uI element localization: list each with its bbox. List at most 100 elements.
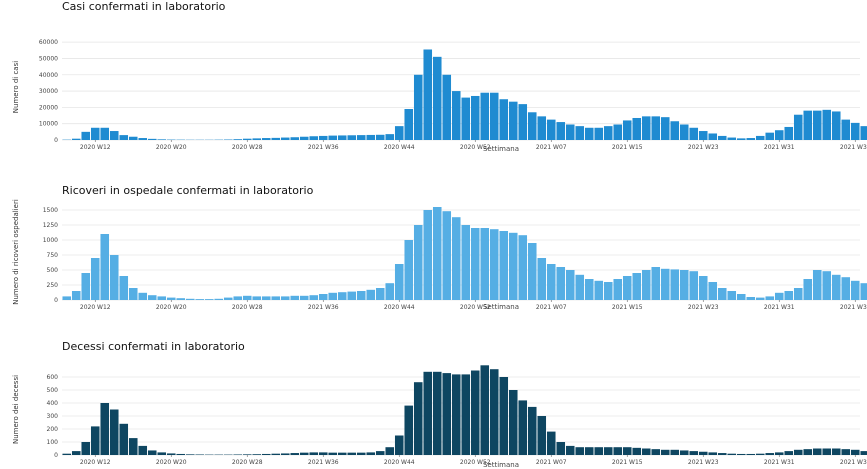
x-tick-label: 2020 W20 xyxy=(156,144,187,151)
bar xyxy=(138,292,148,300)
bar xyxy=(261,296,271,300)
bar xyxy=(252,138,262,140)
x-tick-label: 2021 W31 xyxy=(764,144,795,151)
bar xyxy=(860,283,867,300)
bar xyxy=(527,406,537,455)
y-tick-label: 750 xyxy=(47,252,59,259)
bar xyxy=(432,56,442,141)
x-tick-label: 2021 W34 xyxy=(840,304,867,311)
bar xyxy=(793,114,803,140)
bar xyxy=(328,292,338,300)
bar xyxy=(736,138,746,140)
bar xyxy=(166,453,176,455)
bar xyxy=(793,288,803,300)
bar xyxy=(280,137,290,140)
bar xyxy=(432,371,442,455)
bar xyxy=(698,131,708,140)
bar xyxy=(128,136,138,140)
y-tick-label: 600 xyxy=(47,374,59,381)
bar xyxy=(803,449,813,455)
bar xyxy=(138,138,148,140)
bar xyxy=(603,282,613,300)
bar xyxy=(432,207,442,300)
bar xyxy=(413,382,423,455)
bar xyxy=(527,243,537,300)
bar xyxy=(119,135,129,140)
bar xyxy=(62,296,72,300)
bar xyxy=(660,449,670,455)
x-axis-title: Settimana xyxy=(483,461,519,469)
bar xyxy=(784,291,794,300)
bar xyxy=(546,431,556,455)
bar xyxy=(195,299,205,300)
bar xyxy=(328,135,338,140)
bar xyxy=(736,453,746,455)
x-tick-label: 2021 W15 xyxy=(612,304,643,311)
panel-title: Casi confermati in laboratorio xyxy=(62,0,226,13)
bar xyxy=(746,297,756,300)
x-tick-label: 2021 W34 xyxy=(840,144,867,151)
bar xyxy=(689,127,699,140)
bar xyxy=(689,451,699,455)
x-tick-label: 2020 W44 xyxy=(384,144,415,151)
bar xyxy=(556,267,566,300)
bar xyxy=(670,269,680,300)
bar xyxy=(394,435,404,455)
bar xyxy=(176,453,186,455)
bar xyxy=(461,225,471,300)
bar xyxy=(793,449,803,455)
bar xyxy=(119,423,129,455)
bar xyxy=(622,120,632,140)
bar xyxy=(62,453,72,455)
bar xyxy=(746,138,756,140)
y-tick-label: 1500 xyxy=(43,207,58,214)
x-tick-label: 2021 W34 xyxy=(840,459,867,466)
bar xyxy=(755,135,765,140)
y-tick-label: 400 xyxy=(47,400,59,407)
bar xyxy=(755,453,765,455)
bar xyxy=(81,131,91,140)
chart-hospitalizations: 0 250 500 750 1000 1250 1500 2020 W12 2020 W20 20… xyxy=(12,199,867,311)
bar xyxy=(651,116,661,140)
bar xyxy=(394,126,404,140)
bar xyxy=(822,448,832,455)
bar xyxy=(822,271,832,300)
bar xyxy=(518,104,528,140)
bar xyxy=(537,416,547,455)
bar xyxy=(717,135,727,140)
bar xyxy=(90,426,100,455)
bar xyxy=(698,451,708,455)
panel-title: Decessi confermati in laboratorio xyxy=(62,340,245,353)
bar xyxy=(166,297,176,300)
bar xyxy=(584,127,594,140)
bar xyxy=(176,298,186,300)
bar xyxy=(318,294,328,300)
bar xyxy=(565,270,575,300)
bar xyxy=(356,452,366,455)
bar xyxy=(480,228,490,300)
y-tick-label: 200 xyxy=(47,426,59,433)
bar xyxy=(185,298,195,300)
x-tick-label: 2021 W23 xyxy=(688,459,719,466)
bar xyxy=(385,283,395,300)
bar xyxy=(233,296,243,300)
bar xyxy=(413,74,423,140)
x-tick-label: 2020 W28 xyxy=(232,304,263,311)
bar xyxy=(774,130,784,140)
bar xyxy=(71,451,81,455)
bar xyxy=(727,453,737,455)
bar xyxy=(157,296,167,300)
y-tick-label: 60000 xyxy=(39,39,58,46)
bar xyxy=(356,135,366,140)
bar xyxy=(537,258,547,300)
x-tick-label: 2020 W12 xyxy=(80,144,111,151)
bar xyxy=(299,452,309,455)
bar xyxy=(689,271,699,300)
y-tick-label: 500 xyxy=(47,387,59,394)
bar xyxy=(413,225,423,300)
bar xyxy=(385,134,395,140)
bar xyxy=(109,131,119,140)
x-tick-label: 2021 W07 xyxy=(536,459,567,466)
bar xyxy=(242,454,252,455)
bar xyxy=(261,453,271,455)
